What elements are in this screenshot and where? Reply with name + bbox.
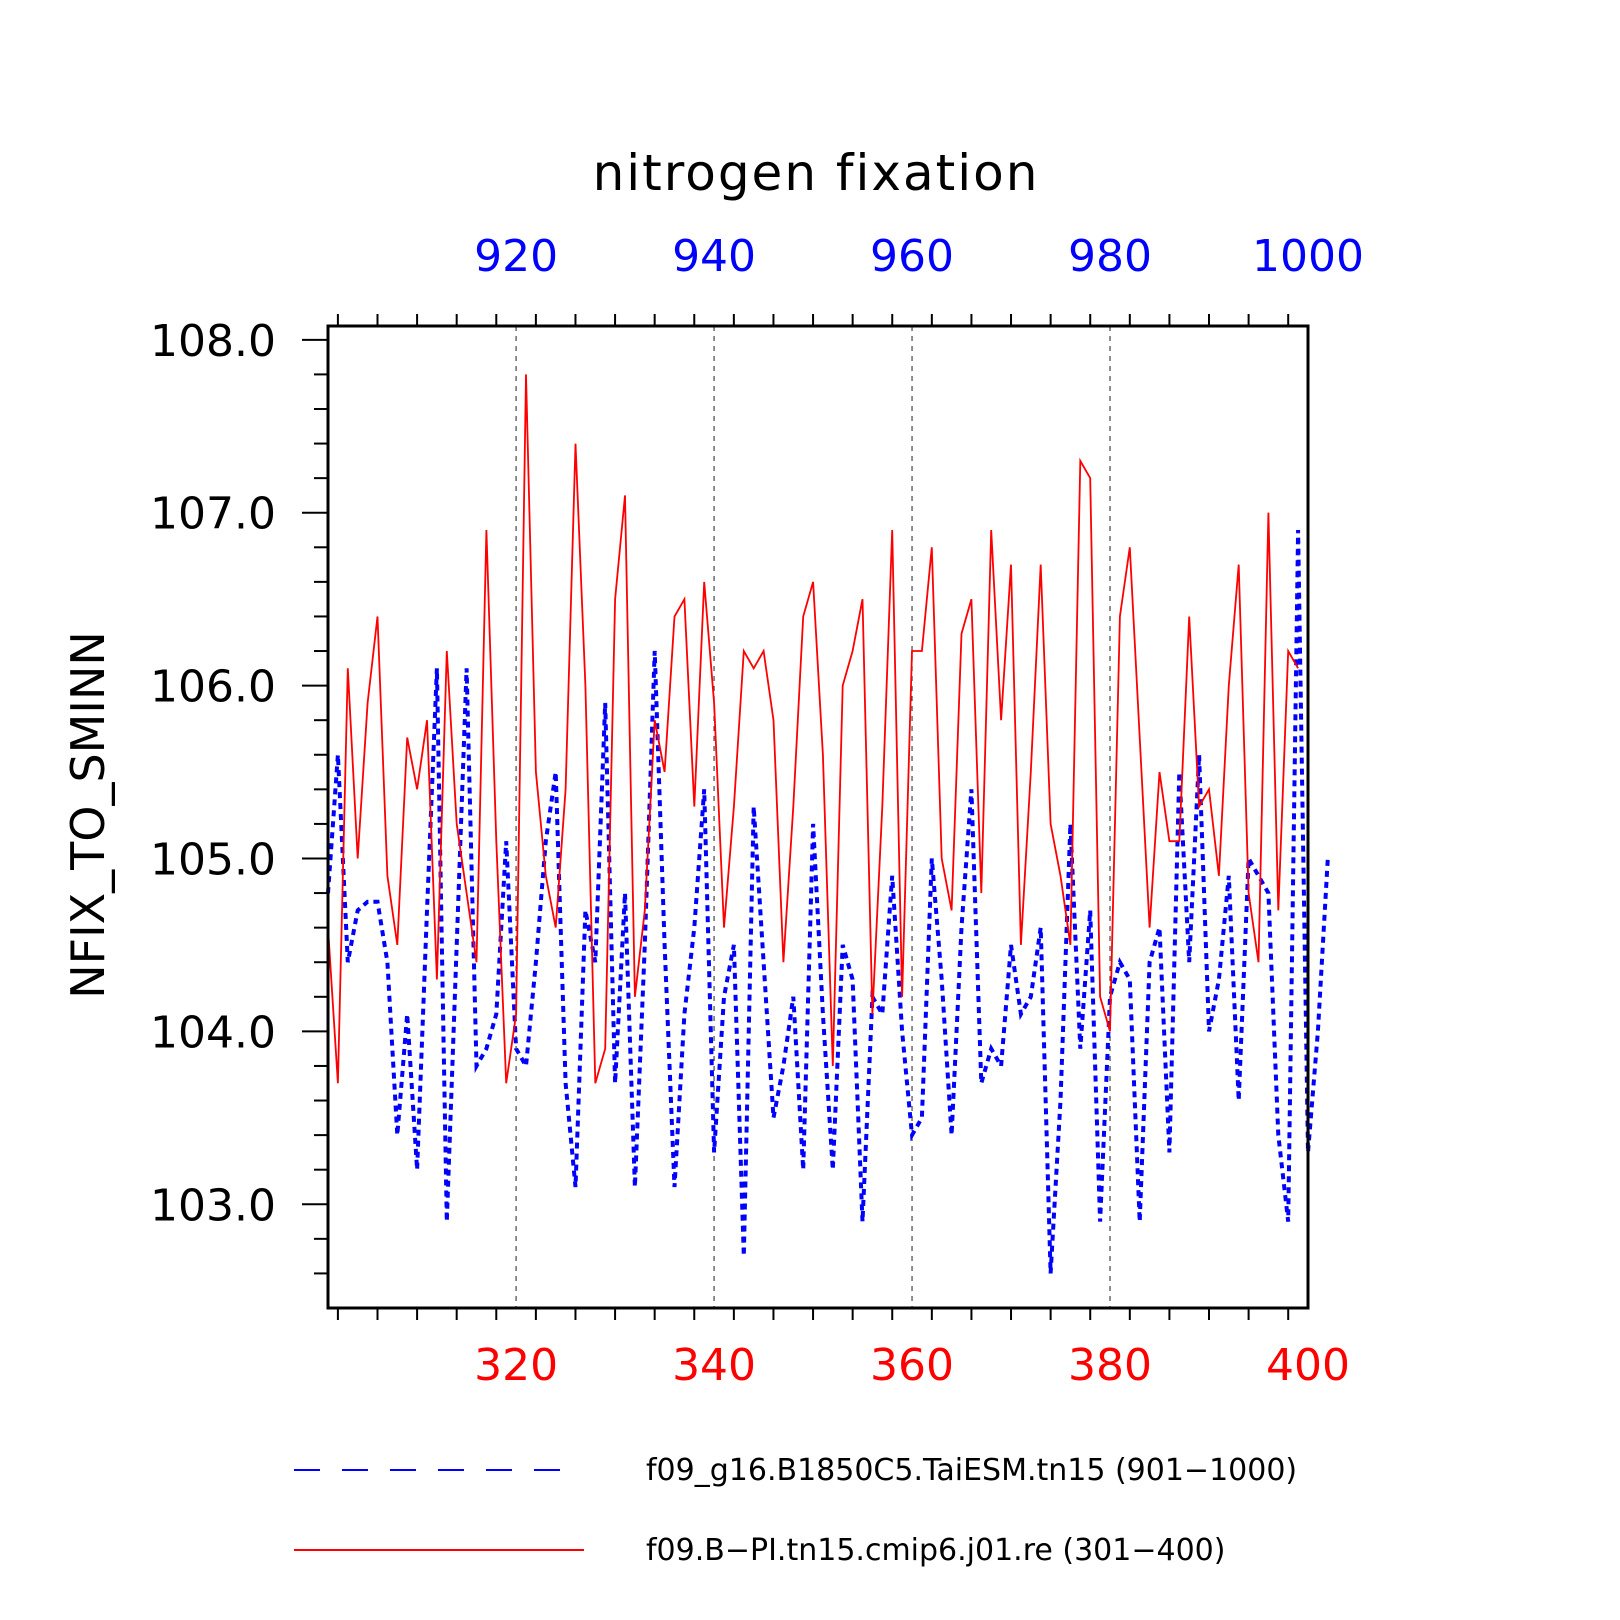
x-top-tick-label: 960 xyxy=(870,231,954,282)
axis-labels: 320 340 360 380 400 920 940 960 980 1000 103.0 104.… xyxy=(150,231,1364,1391)
y-tick-label: 108.0 xyxy=(150,316,276,367)
legend-label-red: f09.B−PI.tn15.cmip6.j01.re (301−400) xyxy=(646,1533,1225,1568)
x-top-tick-label: 920 xyxy=(474,231,558,282)
axis-ticks xyxy=(302,314,1290,1320)
series-line-red-solid xyxy=(327,374,1299,1084)
grid-lines xyxy=(515,326,1111,1308)
plot-frame xyxy=(326,324,1310,1310)
y-tick-label: 104.0 xyxy=(150,1007,276,1058)
x-top-tick-label: 1000 xyxy=(1252,231,1364,282)
x-bottom-tick-label: 360 xyxy=(870,1340,954,1391)
legend: f09_g16.B1850C5.TaiESM.tn15 (901−1000) f… xyxy=(294,1453,1297,1568)
y-tick-label: 107.0 xyxy=(150,489,276,540)
chart-title: nitrogen fixation xyxy=(593,144,1040,202)
y-tick-label: 105.0 xyxy=(150,834,276,885)
x-bottom-tick-label: 400 xyxy=(1266,1340,1350,1391)
series-layer xyxy=(326,374,1330,1274)
series-line-blue-dashed xyxy=(326,529,1330,1274)
x-bottom-tick-label: 320 xyxy=(474,1340,558,1391)
legend-label-blue: f09_g16.B1850C5.TaiESM.tn15 (901−1000) xyxy=(646,1453,1297,1488)
x-bottom-tick-label: 340 xyxy=(672,1340,756,1391)
y-tick-label: 106.0 xyxy=(150,662,276,713)
x-top-tick-label: 980 xyxy=(1068,231,1152,282)
y-tick-label: 103.0 xyxy=(150,1180,276,1231)
x-bottom-tick-label: 380 xyxy=(1068,1340,1152,1391)
x-top-tick-label: 940 xyxy=(672,231,756,282)
y-axis-title: NFIX_TO_SMINN xyxy=(61,631,115,999)
